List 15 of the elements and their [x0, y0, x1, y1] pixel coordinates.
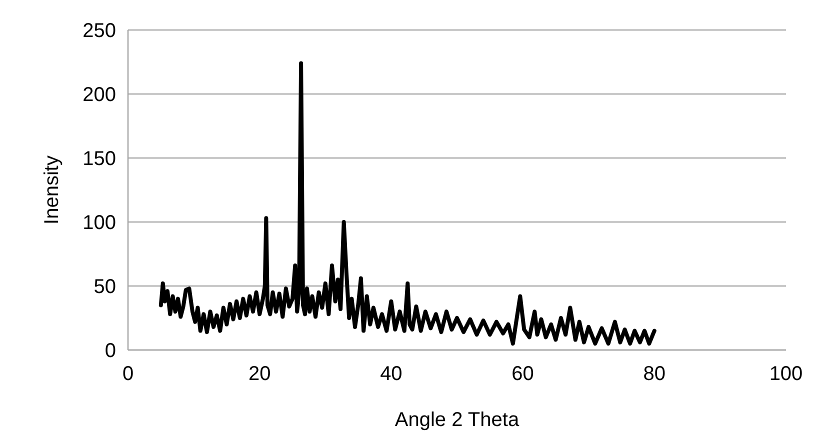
y-tick-label: 100	[82, 212, 116, 234]
line-series	[158, 61, 656, 346]
y-tick-label: 50	[94, 276, 116, 298]
x-tick-label: 60	[512, 363, 534, 385]
x-tick-label: 20	[248, 363, 271, 385]
y-tick-label: 150	[82, 148, 116, 170]
x-tick-label: 80	[643, 363, 666, 385]
x-tick-label: 100	[769, 363, 803, 385]
x-tick-label: 0	[122, 363, 134, 385]
y-tick-label: 0	[104, 340, 116, 362]
y-tick-label: 250	[82, 20, 116, 42]
x-tick-label: 40	[380, 363, 402, 385]
x-axis-title: Angle 2 Theta	[394, 409, 520, 431]
y-axis-title: Inensity	[41, 156, 63, 224]
y-tick-label: 200	[82, 84, 116, 106]
